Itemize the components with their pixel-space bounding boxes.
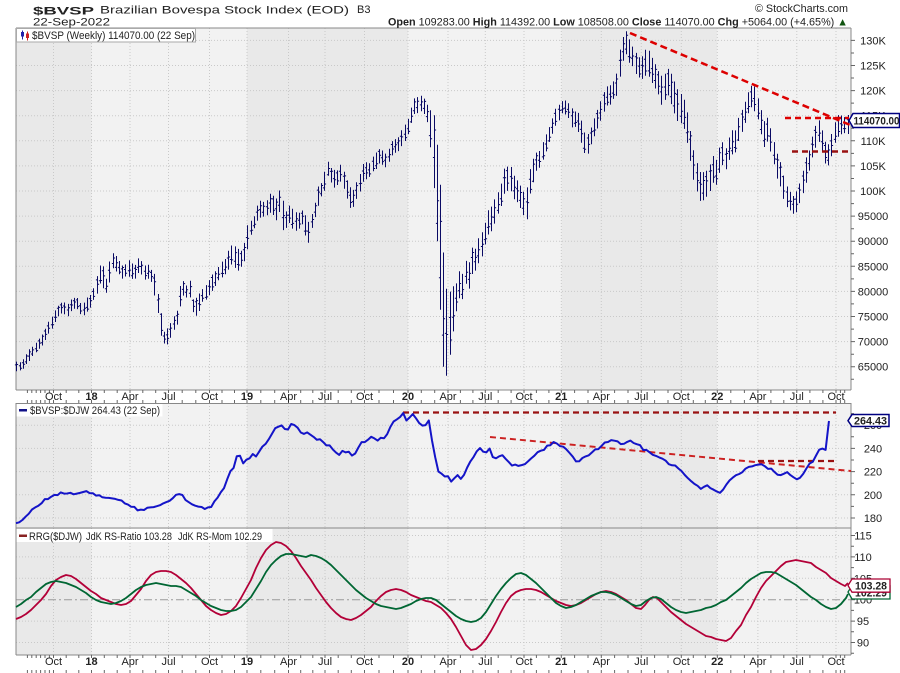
svg-text:© StockCharts.com: © StockCharts.com: [755, 3, 848, 15]
svg-text:Oct: Oct: [201, 391, 218, 403]
svg-text:Oct: Oct: [827, 391, 844, 403]
svg-text:95: 95: [857, 616, 869, 628]
svg-text:Oct: Oct: [515, 656, 532, 668]
svg-text:Oct: Oct: [201, 656, 218, 668]
svg-text:105K: 105K: [860, 161, 886, 173]
svg-text:Oct: Oct: [515, 391, 532, 403]
svg-text:220: 220: [864, 467, 882, 479]
svg-text:Oct: Oct: [45, 391, 62, 403]
svg-text:21: 21: [555, 391, 567, 403]
svg-text:20: 20: [402, 656, 414, 668]
svg-text:Apr: Apr: [593, 656, 610, 668]
svg-text:Brazilian Bovespa Stock Index: Brazilian Bovespa Stock Index (EOD): [100, 5, 349, 17]
svg-text:110K: 110K: [861, 136, 887, 148]
svg-text:95000: 95000: [858, 211, 889, 223]
svg-text:Jul: Jul: [318, 656, 332, 668]
svg-text:Jul: Jul: [478, 656, 492, 668]
svg-text:22: 22: [711, 391, 723, 403]
svg-text:103.28: 103.28: [855, 581, 887, 593]
svg-text:Open 109283.00 High 114392.00: Open 109283.00 High 114392.00 Low 108508…: [388, 17, 848, 29]
svg-text:Apr: Apr: [749, 656, 766, 668]
svg-text:90000: 90000: [858, 236, 889, 248]
svg-text:Oct: Oct: [356, 656, 373, 668]
svg-text:180: 180: [864, 513, 882, 525]
svg-text:22-Sep-2022: 22-Sep-2022: [33, 17, 110, 29]
svg-text:18: 18: [85, 391, 97, 403]
svg-text:125K: 125K: [860, 61, 886, 73]
svg-text:85000: 85000: [858, 261, 889, 273]
svg-text:120K: 120K: [860, 86, 886, 98]
svg-text:RRG($DJW): RRG($DJW): [29, 531, 82, 543]
svg-text:Jul: Jul: [318, 391, 332, 403]
svg-text:B3: B3: [357, 4, 370, 16]
svg-text:$BVSP: $BVSP: [33, 6, 94, 18]
svg-text:Jul: Jul: [161, 656, 175, 668]
svg-text:Apr: Apr: [121, 391, 138, 403]
svg-text:Jul: Jul: [634, 391, 648, 403]
svg-text:90: 90: [857, 638, 869, 650]
svg-text:Apr: Apr: [439, 656, 456, 668]
svg-text:200: 200: [864, 490, 882, 502]
svg-text:$BVSP (Weekly) 114070.00 (22 S: $BVSP (Weekly) 114070.00 (22 Sep): [32, 30, 195, 42]
svg-text:21: 21: [555, 656, 567, 668]
svg-text:100K: 100K: [860, 186, 886, 198]
svg-text:75000: 75000: [858, 312, 889, 324]
svg-text:$BVSP:$DJW 264.43 (22 Sep): $BVSP:$DJW 264.43 (22 Sep): [30, 405, 160, 417]
svg-text:19: 19: [241, 656, 253, 668]
svg-text:Apr: Apr: [121, 656, 138, 668]
svg-text:Apr: Apr: [593, 391, 610, 403]
svg-text:110: 110: [854, 552, 872, 564]
svg-text:114070.00: 114070.00: [854, 116, 900, 128]
svg-text:65000: 65000: [858, 362, 889, 374]
svg-text:20: 20: [402, 391, 414, 403]
svg-text:Jul: Jul: [161, 391, 175, 403]
svg-text:Oct: Oct: [827, 656, 844, 668]
svg-text:22: 22: [711, 656, 723, 668]
svg-text:Oct: Oct: [45, 656, 62, 668]
svg-text:Apr: Apr: [439, 391, 456, 403]
svg-text:Jul: Jul: [634, 656, 648, 668]
svg-text:19: 19: [241, 391, 253, 403]
svg-text:Apr: Apr: [749, 391, 766, 403]
svg-text:240: 240: [864, 443, 882, 455]
svg-text:Jul: Jul: [478, 391, 492, 403]
svg-text:Apr: Apr: [280, 391, 297, 403]
svg-text:18: 18: [85, 656, 97, 668]
svg-text:Apr: Apr: [280, 656, 297, 668]
svg-text:70000: 70000: [858, 337, 889, 349]
svg-text:264.43: 264.43: [854, 415, 887, 427]
svg-text:Jul: Jul: [790, 656, 804, 668]
svg-text:Jul: Jul: [790, 391, 804, 403]
svg-text:Oct: Oct: [356, 391, 373, 403]
svg-text:Oct: Oct: [673, 391, 690, 403]
svg-text:JdK RS-Mom 102.29: JdK RS-Mom 102.29: [178, 531, 262, 543]
svg-text:Oct: Oct: [673, 656, 690, 668]
svg-text:80000: 80000: [858, 286, 889, 298]
svg-text:115: 115: [854, 531, 872, 543]
svg-text:JdK RS-Ratio 103.28: JdK RS-Ratio 103.28: [86, 531, 172, 543]
svg-text:130K: 130K: [860, 35, 886, 47]
